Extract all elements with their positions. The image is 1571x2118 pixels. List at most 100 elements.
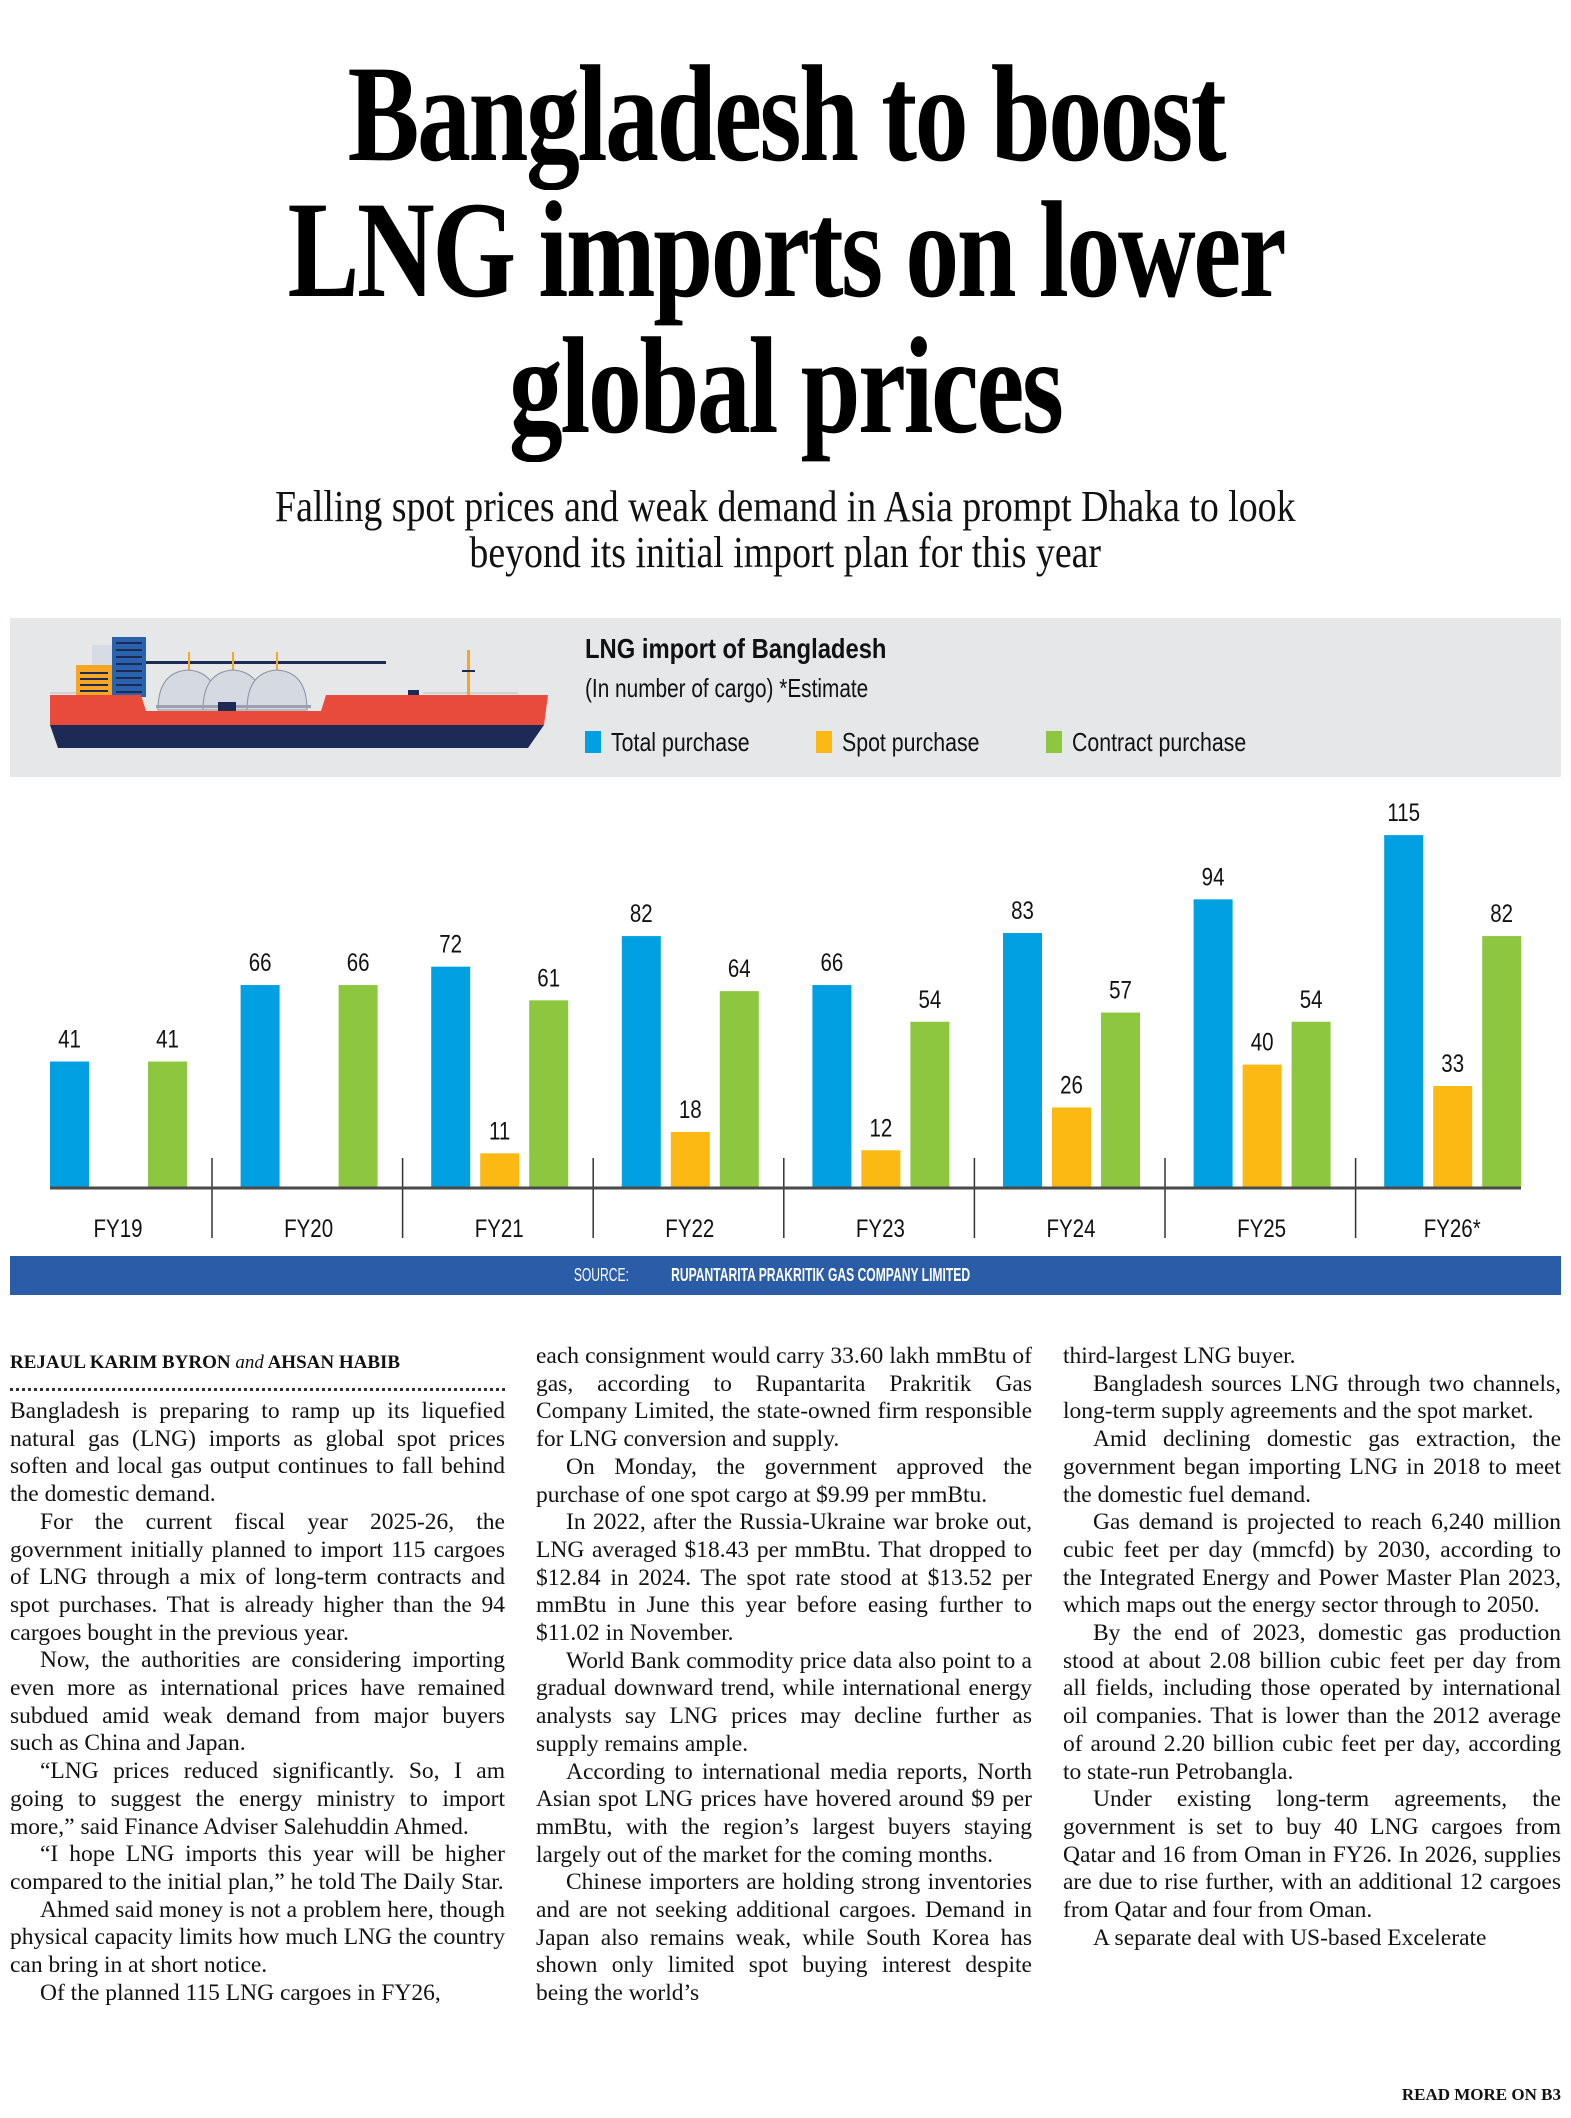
data-label: 83 (1011, 896, 1034, 924)
bar-contract-purchase-FY19 (148, 1061, 187, 1187)
legend-item-contract: Contract purchase (1045, 726, 1284, 758)
article-paragraph: Now, the authorities are considering imp… (10, 1647, 505, 1757)
source-band: SOURCE: RUPANTARITA PRAKRITIK GAS COMPANY… (10, 1256, 1561, 1295)
deck-subheadline: Falling spot prices and weak demand in A… (0, 484, 1571, 576)
bar-chart: 41 41 FY19 66 66 FY20 72 11 61 FY21 82 18 64 FY22 66 12… (50, 798, 1522, 1242)
article-paragraph: On Monday, the government approved the p… (536, 1453, 1032, 1508)
source-prefix: SOURCE: (573, 1265, 630, 1285)
data-label: 57 (1109, 976, 1132, 1004)
data-label: 82 (1490, 899, 1513, 927)
bar-contract-purchase-FY21 (529, 1000, 569, 1187)
headline-line-3: global prices (509, 309, 1064, 462)
x-tick-label: FY22 (665, 1214, 714, 1242)
data-label: 18 (679, 1095, 702, 1123)
article-paragraph: Chinese importers are holding strong inv… (536, 1869, 1032, 2007)
legend-item-spot: Spot purchase (816, 727, 1010, 758)
bar-spot-purchase-FY23 (861, 1150, 901, 1187)
bar-spot-purchase-FY26 (1433, 1086, 1473, 1187)
article-paragraph: each consignment would carry 33.60 lakh … (536, 1343, 1032, 1453)
data-label: 40 (1251, 1028, 1274, 1056)
data-label: 64 (728, 954, 751, 982)
source-name: RUPANTARITA PRAKRITIK GAS COMPANY LIMITE… (671, 1265, 971, 1285)
data-label: 33 (1441, 1049, 1464, 1077)
x-tick-label: FY21 (475, 1214, 524, 1242)
article-paragraph: Under existing long-term agreements, the… (1063, 1786, 1561, 1924)
legend-label-spot: Spot purchase (842, 726, 980, 757)
chart-title: LNG import of Bangladesh (585, 633, 887, 664)
article-paragraph: Bangladesh is preparing to ramp up its l… (10, 1398, 505, 1508)
bar-spot-purchase-FY24 (1052, 1107, 1091, 1187)
bar-total-purchase-FY20 (240, 985, 280, 1187)
x-tick-label: FY26* (1424, 1214, 1481, 1242)
article-paragraph: By the end of 2023, domestic gas product… (1063, 1620, 1561, 1785)
article-paragraph: A separate deal with US-based Excelerate (1093, 1924, 1487, 1951)
byline-and: and (235, 1352, 264, 1373)
deck-line-2: beyond its initial import plan for this … (469, 528, 1102, 577)
bar-contract-purchase-FY24 (1101, 1012, 1140, 1187)
bar-spot-purchase-FY25 (1242, 1064, 1282, 1187)
bar-contract-purchase-FY25 (1291, 1021, 1331, 1187)
bar-total-purchase-FY26 (1384, 835, 1424, 1187)
bar-spot-purchase-FY22 (670, 1131, 710, 1187)
bar-contract-purchase-FY20 (338, 985, 378, 1187)
bar-total-purchase-FY24 (1003, 933, 1042, 1187)
data-label: 72 (439, 930, 462, 958)
data-label: 94 (1202, 862, 1225, 890)
data-label: 66 (820, 948, 843, 976)
author-1: REJAUL KARIM BYRON (10, 1352, 231, 1373)
bar-spot-purchase-FY21 (480, 1153, 520, 1187)
bar-total-purchase-FY25 (1193, 899, 1233, 1187)
article-paragraph: Bangladesh sources LNG through two chann… (1063, 1370, 1561, 1425)
bar-contract-purchase-FY23 (910, 1021, 950, 1187)
chart-legend: Total purchase Spot purchase Contract pu… (585, 727, 1320, 757)
bar-contract-purchase-FY22 (719, 991, 759, 1187)
bar-total-purchase-FY19 (50, 1061, 89, 1187)
headline-line-2: LNG imports on lower (287, 173, 1286, 326)
read-more-link[interactable]: READ MORE ON B3 (1401, 2085, 1561, 2104)
byline: REJAUL KARIM BYRON and AHSAN HABIB (10, 1352, 505, 1374)
bar-contract-purchase-FY26 (1482, 936, 1522, 1187)
deck-line-1: Falling spot prices and weak demand in A… (275, 482, 1296, 531)
legend-swatch-contract (1045, 731, 1062, 753)
data-label: 11 (489, 1116, 510, 1144)
article-paragraph: third-largest LNG buyer. (1063, 1343, 1296, 1369)
article-paragraph: “I hope LNG imports this year will be hi… (10, 1841, 505, 1895)
legend-item-total: Total purchase (585, 727, 780, 758)
legend-label-total: Total purchase (611, 726, 750, 757)
data-label: 41 (156, 1025, 179, 1053)
legend-label-contract: Contract purchase (1071, 726, 1246, 757)
data-label: 41 (58, 1025, 81, 1053)
data-label: 82 (630, 899, 653, 927)
article-paragraph: “LNG prices reduced significantly. So, I… (10, 1758, 505, 1840)
data-label: 54 (918, 985, 941, 1013)
data-label: 115 (1387, 798, 1420, 826)
data-label: 54 (1300, 985, 1323, 1013)
chart-subtitle: (In number of cargo) *Estimate (585, 673, 869, 703)
data-label: 66 (347, 948, 370, 976)
article-column-1: Bangladesh is preparing to ramp up its l… (10, 1398, 505, 2007)
bar-total-purchase-FY22 (621, 936, 661, 1187)
byline-divider (10, 1388, 505, 1391)
article-paragraph: World Bank commodity price data also poi… (536, 1647, 1032, 1757)
article-paragraph: Amid declining domestic gas extraction, … (1063, 1426, 1561, 1508)
legend-swatch-total (585, 731, 601, 753)
headline-line-1: Bangladesh to boost (347, 37, 1226, 190)
article-paragraph: According to international media reports… (536, 1758, 1032, 1868)
bar-total-purchase-FY23 (812, 985, 852, 1187)
x-tick-label: FY19 (94, 1214, 143, 1242)
data-label: 66 (249, 948, 272, 976)
article-paragraph: For the current fiscal year 2025-26, the… (10, 1508, 505, 1646)
x-tick-label: FY25 (1237, 1214, 1286, 1242)
legend-swatch-spot (816, 731, 833, 753)
article-paragraph: Ahmed said money is not a problem here, … (10, 1896, 505, 1979)
article-paragraph: Of the planned 115 LNG cargoes in FY26, (40, 1979, 441, 2006)
article-paragraph: Gas demand is projected to reach 6,240 m… (1063, 1509, 1561, 1619)
author-2: AHSAN HABIB (267, 1352, 401, 1373)
article-paragraph: In 2022, after the Russia-Ukraine war br… (536, 1509, 1032, 1647)
article-column-3: third-largest LNG buyer. Bangladesh sourc… (1063, 1343, 1561, 1952)
x-tick-label: FY23 (856, 1214, 905, 1242)
headline: Bangladesh to boost LNG imports on lower… (0, 37, 1571, 462)
data-label: 12 (869, 1113, 892, 1141)
bar-total-purchase-FY21 (431, 966, 471, 1187)
article-column-2: each consignment would carry 33.60 lakh … (536, 1343, 1032, 2008)
